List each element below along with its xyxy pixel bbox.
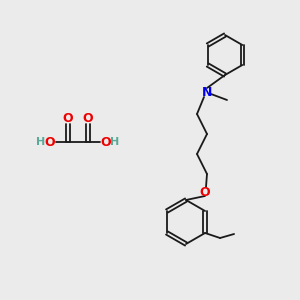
Text: N: N	[202, 85, 212, 98]
Text: O: O	[63, 112, 73, 124]
Text: O: O	[45, 136, 55, 148]
Text: O: O	[200, 185, 210, 199]
Text: O: O	[83, 112, 93, 124]
Text: H: H	[110, 137, 120, 147]
Text: H: H	[36, 137, 46, 147]
Text: O: O	[101, 136, 111, 148]
